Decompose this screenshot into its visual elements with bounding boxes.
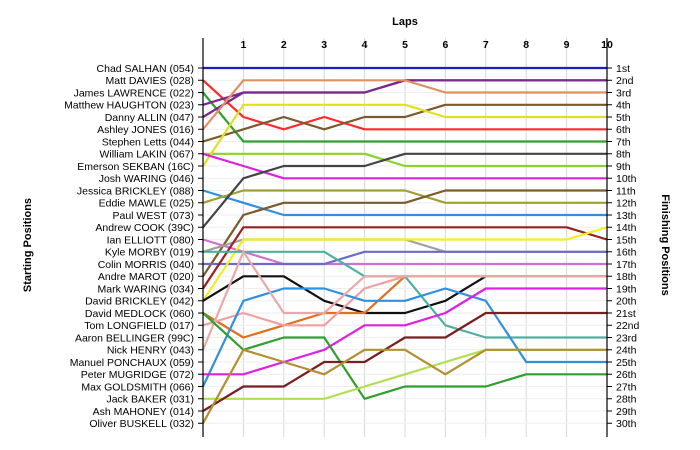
lap-tick-label: 8	[523, 39, 529, 51]
y-axis-title-left: Starting Positions	[22, 198, 34, 292]
finishing-position-label: 24th	[616, 345, 637, 357]
finishing-position-label: 11th	[616, 185, 636, 197]
finishing-position-label: 29th	[616, 406, 637, 418]
series-lines	[201, 66, 608, 424]
driver-name-label: Peter MUGRIDGE (072)	[81, 369, 194, 381]
driver-name-label: Kyle MORBY (019)	[105, 247, 194, 259]
finishing-position-label: 23rd	[616, 332, 637, 344]
driver-name-label: Max GOLDSMITH (066)	[81, 381, 194, 393]
driver-name-label: David BRICKLEY (042)	[85, 296, 194, 308]
lap-tick-label: 3	[321, 39, 327, 51]
driver-position-line	[202, 311, 607, 412]
driver-position-line	[203, 287, 607, 376]
finishing-position-label: 17th	[616, 259, 637, 271]
lap-tick-label: 4	[362, 39, 368, 51]
driver-name-label: William LAKIN (067)	[99, 149, 194, 161]
finishing-position-label: 7th	[616, 136, 631, 148]
finishing-position-label: 14th	[616, 222, 637, 234]
chart-title: Laps	[392, 16, 418, 28]
starting-position-labels: Chad SALHAN (054)Matt DAVIES (028)James …	[64, 63, 203, 430]
finishing-position-label: 22nd	[616, 320, 640, 332]
finishing-position-label: 8th	[616, 149, 631, 161]
finishing-position-label: 30th	[616, 418, 637, 430]
driver-name-label: Chad SALHAN (054)	[97, 63, 194, 75]
driver-position-line	[202, 312, 607, 400]
finishing-position-label: 4th	[616, 100, 631, 112]
driver-position-line	[201, 250, 607, 351]
lap-tick-label: 7	[483, 39, 489, 51]
driver-name-label: David MEDLOCK (060)	[85, 308, 194, 320]
driver-position-line	[203, 250, 607, 266]
driver-name-label: Eddie MAWLE (025)	[99, 198, 194, 210]
finishing-position-label: 2nd	[616, 75, 634, 87]
driver-name-label: Matthew HAUGHTON (023)	[64, 100, 194, 112]
finishing-position-label: 21st	[616, 308, 636, 320]
driver-position-line	[202, 226, 608, 290]
grid	[203, 38, 608, 437]
driver-name-label: Jessica BRICKLEY (088)	[77, 185, 194, 197]
finishing-position-label: 28th	[616, 394, 637, 406]
finishing-position-label: 3rd	[616, 87, 631, 99]
driver-name-label: Ash MAHONEY (014)	[93, 406, 194, 418]
finishing-position-label: 9th	[616, 161, 631, 173]
driver-name-label: Tom LONGFIELD (017)	[84, 320, 194, 332]
lap-tick-label: 5	[402, 39, 408, 51]
driver-position-line	[202, 226, 608, 302]
finishing-position-label: 26th	[616, 369, 637, 381]
driver-name-label: Manuel PONCHAUX (059)	[70, 357, 194, 369]
driver-position-line	[202, 189, 607, 204]
finishing-position-label: 12th	[616, 198, 637, 210]
finishing-position-label: 18th	[616, 271, 637, 283]
y-axis-title-right: Finishing Positions	[659, 194, 671, 295]
driver-position-line	[202, 79, 607, 130]
lap-tick-label: 9	[564, 39, 570, 51]
lap-tick-label: 2	[281, 39, 287, 51]
driver-name-label: Andrew COOK (39C)	[95, 222, 194, 234]
driver-name-label: Josh WARING (046)	[99, 173, 194, 185]
driver-name-label: Andre MAROT (020)	[98, 271, 194, 283]
finishing-position-label: 25th	[616, 357, 637, 369]
driver-position-line	[202, 152, 607, 180]
finishing-position-label: 6th	[616, 124, 631, 136]
driver-position-line	[202, 91, 607, 143]
driver-name-label: Matt DAVIES (028)	[105, 75, 194, 87]
driver-name-label: Ashley JONES (016)	[97, 124, 194, 136]
driver-position-line	[202, 348, 607, 424]
driver-name-label: Mark WARING (034)	[98, 283, 194, 295]
driver-position-line	[203, 152, 607, 168]
finishing-position-label: 13th	[616, 210, 637, 222]
lap-tick-label: 1	[240, 39, 246, 51]
finishing-position-label: 10th	[616, 173, 637, 185]
lap-tick-labels: 1 2 3 4 5 6 7 8 9 10	[240, 39, 613, 51]
driver-name-label: Danny ALLIN (047)	[105, 112, 194, 124]
driver-name-label: Colin MORRIS (040)	[98, 259, 194, 271]
finishing-position-label: 19th	[616, 283, 637, 295]
driver-name-label: Paul WEST (073)	[112, 210, 194, 222]
driver-position-line	[202, 189, 607, 277]
driver-position-line	[202, 189, 607, 217]
driver-position-line	[202, 103, 607, 143]
lap-tick-label: 6	[442, 39, 448, 51]
driver-name-label: James LAWRENCE (022)	[74, 87, 194, 99]
finishing-position-label: 27th	[616, 381, 637, 393]
finishing-position-label: 16th	[616, 247, 637, 259]
driver-position-line	[202, 152, 607, 228]
driver-position-line	[202, 238, 607, 266]
driver-name-label: Nick HENRY (043)	[107, 345, 194, 357]
finishing-position-label: 5th	[616, 112, 631, 124]
finishing-position-label: 20th	[616, 296, 637, 308]
driver-name-label: Stephen Letts (044)	[102, 136, 194, 148]
finishing-position-label: 1st	[616, 63, 630, 75]
driver-position-line	[202, 79, 607, 131]
finishing-position-label: 15th	[616, 234, 637, 246]
driver-name-label: Aaron BELLINGER (99C)	[75, 332, 194, 344]
driver-position-line	[202, 103, 607, 167]
driver-name-label: Oliver BUSKELL (032)	[89, 418, 194, 430]
finishing-position-labels: 1st2nd3rd4th5th6th7th8th9th10th11th12th1…	[607, 63, 640, 430]
driver-name-label: Emerson SEKBAN (16C)	[77, 161, 194, 173]
driver-name-label: Ian ELLIOTT (080)	[107, 234, 194, 246]
driver-name-label: Jack BAKER (031)	[106, 394, 194, 406]
